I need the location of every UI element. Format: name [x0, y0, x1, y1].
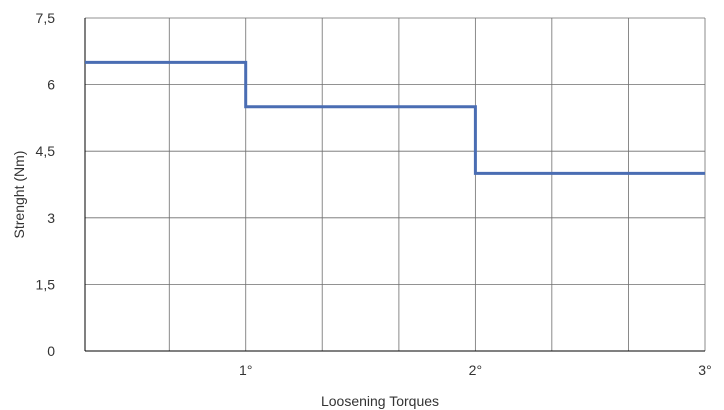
- x-tick-label: 1°: [239, 362, 252, 378]
- gridlines: [85, 17, 706, 351]
- y-tick-label: 1,5: [36, 276, 56, 292]
- y-tick-label: 4,5: [36, 143, 56, 159]
- y-axis-title: Strenght (Nm): [11, 151, 27, 239]
- y-tick-label: 0: [47, 343, 55, 359]
- axes: [84, 18, 705, 352]
- y-tick-label: 6: [47, 77, 55, 93]
- y-tick-label: 7,5: [36, 10, 56, 26]
- series-step-line: [85, 60, 705, 175]
- x-tick-label: 2°: [469, 362, 482, 378]
- y-tick-label: 3: [47, 210, 55, 226]
- x-tick-label: 3°: [698, 362, 711, 378]
- x-axis-title: Loosening Torques: [321, 393, 439, 409]
- series-layer: [85, 60, 705, 175]
- tick-labels: 0 1,5 3 4,5 6 7,5 1° 2° 3°: [36, 10, 712, 378]
